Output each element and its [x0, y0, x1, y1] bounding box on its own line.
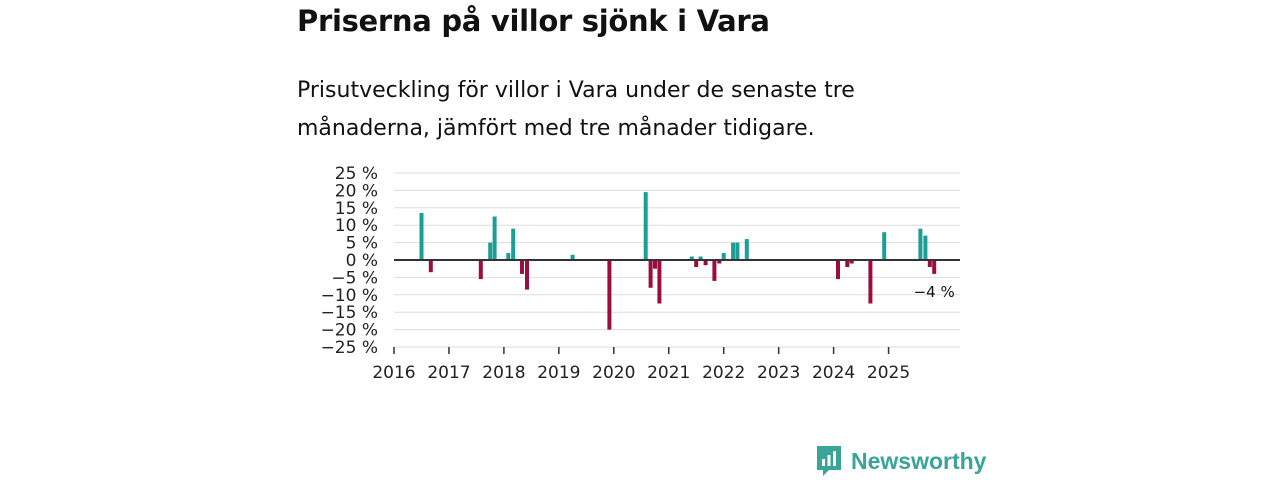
x-tick-label: 2024 [812, 363, 855, 383]
bar [744, 239, 749, 260]
x-tick-label: 2017 [427, 363, 470, 383]
bar [570, 254, 575, 260]
bar [703, 260, 708, 266]
x-tick-label: 2022 [702, 363, 745, 383]
bar [882, 232, 887, 260]
bar [731, 242, 736, 260]
x-axis-ticks: 2016 2017 2018 2019 2020 2021 2022 2023 2024 2025 [372, 347, 910, 383]
bar [643, 192, 648, 260]
bar [488, 242, 493, 260]
y-tick-label: −10 % [321, 286, 378, 306]
y-tick-label: 0 % [346, 251, 378, 271]
bar [735, 242, 740, 260]
x-tick-label: 2020 [592, 363, 635, 383]
bar [836, 260, 840, 280]
bars [419, 192, 937, 330]
chart-subtitle: Prisutveckling för villor i Vara under d… [297, 78, 855, 141]
y-tick-label: 25 % [335, 164, 378, 184]
x-tick-label: 2019 [537, 363, 580, 383]
bar [648, 260, 653, 288]
bar [694, 260, 699, 267]
bar [520, 260, 524, 274]
bar [845, 260, 850, 267]
y-tick-label: −25 % [321, 338, 378, 358]
bar [492, 216, 497, 260]
x-tick-label: 2016 [372, 363, 415, 383]
x-tick-label: 2025 [867, 363, 910, 383]
bar [653, 260, 657, 269]
y-tick-label: 10 % [335, 216, 378, 236]
bar [478, 260, 483, 280]
newsworthy-logo-icon [817, 446, 841, 476]
y-axis-ticks: 25 %20 %15 %10 %5 %0 %−5 %−10 %−15 %−20 … [321, 164, 378, 358]
y-tick-label: 5 % [346, 234, 378, 254]
data-label: −4 % [914, 283, 955, 301]
brand-logo: Newsworthy [815, 444, 986, 478]
bar [698, 256, 703, 260]
brand-name: Newsworthy [851, 447, 987, 474]
bar [511, 228, 516, 260]
bar [721, 253, 726, 260]
y-tick-label: 15 % [335, 199, 378, 219]
bar [712, 260, 717, 281]
bar [689, 256, 694, 260]
y-tick-label: 20 % [335, 181, 378, 201]
x-tick-label: 2023 [757, 363, 800, 383]
bar [607, 260, 612, 330]
y-tick-label: −5 % [331, 268, 378, 288]
annotations: −4 % [914, 283, 955, 301]
y-tick-label: −20 % [321, 321, 378, 341]
bar [525, 260, 529, 290]
y-tick-label: −15 % [321, 303, 378, 323]
chart-title: Priserna på villor sjönk i Vara [297, 4, 770, 38]
bar [918, 228, 923, 260]
bar [849, 260, 854, 264]
bar [657, 260, 662, 304]
bar [868, 260, 873, 304]
x-tick-label: 2021 [647, 363, 690, 383]
bar [923, 235, 928, 260]
bar [419, 213, 424, 260]
bar [927, 260, 932, 267]
bar [428, 260, 433, 273]
x-tick-label: 2018 [482, 363, 525, 383]
bar [932, 260, 937, 274]
bar [506, 253, 511, 260]
bar [717, 260, 722, 264]
